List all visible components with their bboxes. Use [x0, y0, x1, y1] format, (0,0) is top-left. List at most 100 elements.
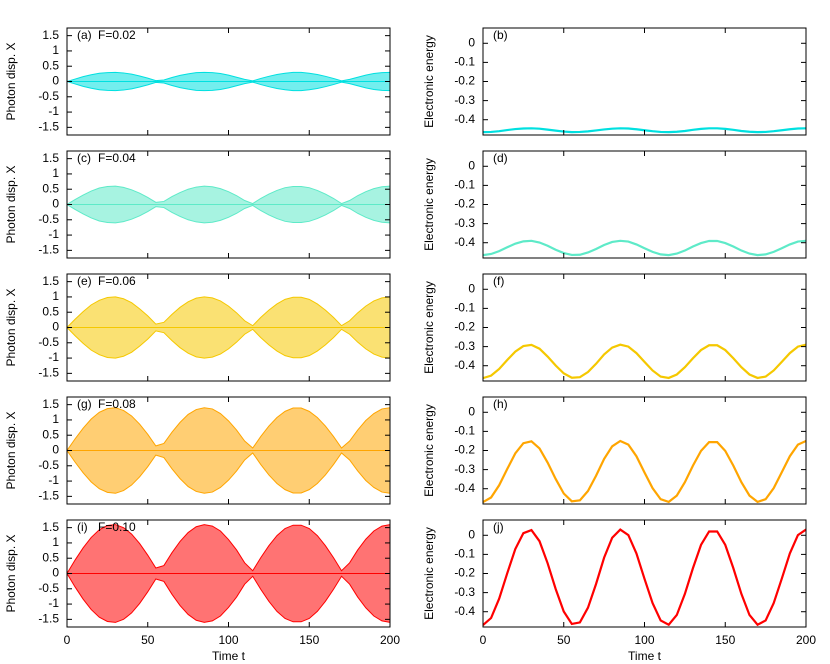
y-tick-label: -0.2	[454, 320, 475, 334]
y-tick-label: 0	[468, 35, 475, 49]
y-axis-label: Electronic energy	[422, 527, 436, 620]
x-tick-label: 50	[141, 633, 155, 647]
y-tick-label: -0.2	[454, 74, 475, 88]
y-tick-label: -0.4	[454, 112, 475, 126]
y-tick-label: 1.5	[42, 397, 59, 411]
y-axis-label: Photon disp. X	[4, 411, 18, 489]
y-tick-label: 0	[52, 197, 59, 211]
y-tick-label: -0.3	[454, 93, 475, 107]
y-tick-label: -1	[48, 227, 59, 241]
y-tick-label: -1.5	[38, 612, 59, 626]
y-tick-label: -0.1	[454, 547, 475, 561]
y-tick-label: 0	[468, 158, 475, 172]
panel-label: (i)	[77, 520, 88, 534]
y-tick-label: 1	[52, 166, 59, 180]
y-tick-label: -0.4	[454, 358, 475, 372]
x-axis-label: Time t	[628, 649, 662, 663]
y-tick-label: 1	[52, 289, 59, 303]
panel-parameter: F=0.08	[98, 397, 136, 411]
energy-line	[483, 528, 806, 627]
x-tick-label: 150	[715, 633, 735, 647]
y-axis-label: Electronic energy	[422, 158, 436, 251]
y-tick-label: 1.5	[42, 151, 59, 165]
envelope-area	[67, 327, 390, 359]
y-axis-label: Electronic energy	[422, 35, 436, 128]
envelope-area	[67, 81, 390, 92]
envelope-area	[67, 407, 390, 451]
envelope-area	[67, 296, 390, 328]
y-tick-label: -1.5	[38, 366, 59, 380]
x-tick-label: 200	[380, 633, 400, 647]
y-tick-label: -0.1	[454, 55, 475, 69]
plot-frame	[482, 273, 807, 382]
y-tick-label: 1	[52, 412, 59, 426]
y-axis-label: Photon disp. X	[4, 534, 18, 612]
y-tick-label: -0.4	[454, 604, 475, 618]
y-tick-label: 0	[468, 281, 475, 295]
y-tick-label: -1	[48, 473, 59, 487]
y-tick-label: 0	[52, 320, 59, 334]
panel-parameter: F=0.04	[98, 151, 136, 165]
y-tick-label: -1	[48, 596, 59, 610]
panel-parameter: F=0.10	[98, 520, 136, 534]
y-tick-label: 1	[52, 535, 59, 549]
y-tick-label: 1.5	[42, 520, 59, 534]
y-axis-label: Photon disp. X	[4, 42, 18, 120]
y-tick-label: -1.5	[38, 489, 59, 503]
y-tick-label: -0.2	[454, 566, 475, 580]
y-tick-label: 0	[468, 404, 475, 418]
envelope-area	[67, 450, 390, 494]
envelope-area	[67, 573, 390, 623]
panel-label: (b)	[493, 28, 508, 42]
y-tick-label: 0	[468, 527, 475, 541]
energy-line	[483, 343, 806, 380]
y-tick-label: -1.5	[38, 243, 59, 257]
y-tick-label: 1	[52, 43, 59, 57]
x-tick-label: 50	[557, 633, 571, 647]
x-tick-label: 0	[64, 633, 71, 647]
y-tick-label: -1	[48, 104, 59, 118]
panel-label: (a)	[77, 28, 92, 42]
y-tick-label: -0.5	[38, 458, 59, 472]
panel-parameter: F=0.02	[98, 28, 136, 42]
y-tick-label: 0.5	[42, 181, 59, 195]
panel-parameter: F=0.06	[98, 274, 136, 288]
panel-label: (h)	[493, 397, 508, 411]
y-tick-label: -0.3	[454, 339, 475, 353]
panel-label: (d)	[493, 151, 508, 165]
y-tick-label: -0.4	[454, 481, 475, 495]
energy-line	[483, 439, 806, 504]
y-axis-label: Photon disp. X	[4, 165, 18, 243]
plot-frame	[482, 396, 807, 505]
plot-frame	[482, 519, 807, 628]
y-tick-label: 0.5	[42, 304, 59, 318]
y-axis-label: Electronic energy	[422, 404, 436, 497]
y-tick-label: 0.5	[42, 427, 59, 441]
y-tick-label: -0.4	[454, 235, 475, 249]
envelope-area	[67, 204, 390, 224]
y-tick-label: 1.5	[42, 28, 59, 42]
y-tick-label: -0.2	[454, 197, 475, 211]
x-axis-label: Time t	[212, 649, 246, 663]
envelope-area	[67, 185, 390, 205]
y-axis-label: Photon disp. X	[4, 288, 18, 366]
x-tick-label: 100	[218, 633, 238, 647]
y-tick-label: -0.3	[454, 216, 475, 230]
y-tick-label: 0.5	[42, 58, 59, 72]
y-tick-label: -0.5	[38, 212, 59, 226]
energy-line	[483, 239, 806, 257]
y-tick-label: 0.5	[42, 550, 59, 564]
y-tick-label: -0.1	[454, 178, 475, 192]
y-tick-label: -0.1	[454, 424, 475, 438]
x-tick-label: 0	[480, 633, 487, 647]
y-tick-label: -1	[48, 350, 59, 364]
y-tick-label: 1.5	[42, 274, 59, 288]
envelope-area	[67, 524, 390, 574]
y-tick-label: -1.5	[38, 120, 59, 134]
y-tick-label: 0	[52, 74, 59, 88]
y-axis-label: Electronic energy	[422, 281, 436, 374]
panel-label: (c)	[77, 151, 91, 165]
y-tick-label: -0.3	[454, 585, 475, 599]
